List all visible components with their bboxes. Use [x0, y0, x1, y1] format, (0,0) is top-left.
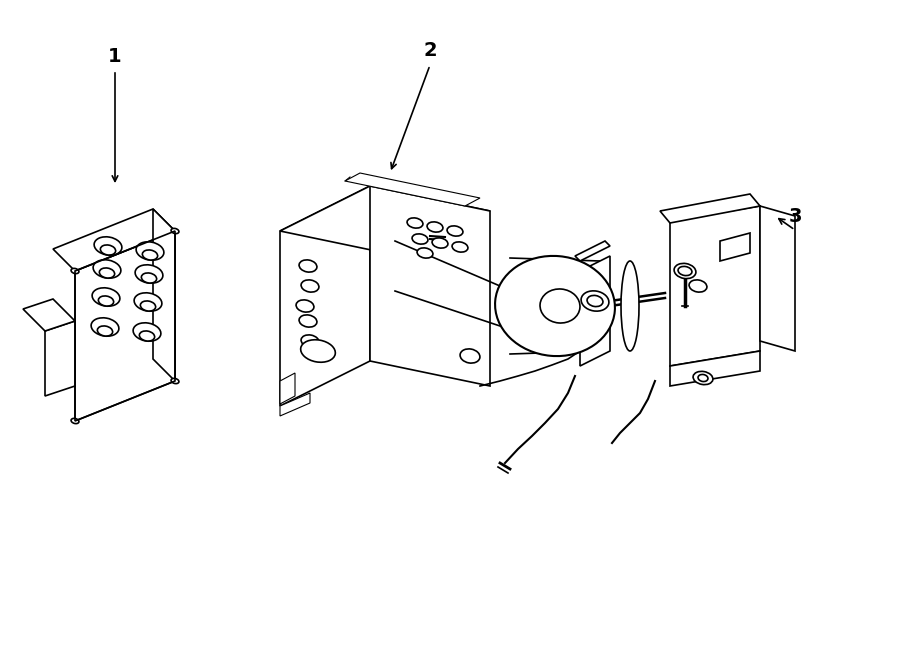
- Ellipse shape: [698, 374, 708, 381]
- Ellipse shape: [134, 293, 162, 311]
- Ellipse shape: [495, 256, 615, 356]
- Ellipse shape: [171, 228, 179, 233]
- Ellipse shape: [91, 318, 119, 336]
- Polygon shape: [670, 351, 760, 386]
- Polygon shape: [153, 209, 175, 381]
- Ellipse shape: [97, 326, 112, 336]
- Ellipse shape: [302, 280, 319, 292]
- Ellipse shape: [452, 242, 468, 252]
- Polygon shape: [280, 373, 295, 404]
- Polygon shape: [370, 186, 490, 386]
- Ellipse shape: [299, 260, 317, 272]
- Ellipse shape: [621, 261, 639, 351]
- Ellipse shape: [140, 331, 155, 341]
- Ellipse shape: [93, 260, 121, 278]
- Ellipse shape: [581, 291, 609, 311]
- Ellipse shape: [428, 222, 443, 232]
- Ellipse shape: [460, 349, 480, 363]
- Polygon shape: [670, 206, 760, 366]
- Ellipse shape: [417, 248, 433, 258]
- Ellipse shape: [693, 371, 713, 385]
- Polygon shape: [660, 194, 760, 223]
- Ellipse shape: [71, 268, 79, 274]
- Ellipse shape: [136, 242, 164, 260]
- Ellipse shape: [133, 323, 161, 341]
- Ellipse shape: [99, 268, 114, 278]
- Polygon shape: [53, 209, 175, 271]
- Polygon shape: [720, 233, 750, 261]
- Ellipse shape: [587, 295, 603, 307]
- Ellipse shape: [302, 335, 319, 347]
- Ellipse shape: [447, 226, 463, 236]
- Polygon shape: [23, 299, 75, 331]
- Polygon shape: [580, 256, 610, 366]
- Text: 1: 1: [108, 46, 122, 65]
- Ellipse shape: [141, 273, 157, 283]
- Ellipse shape: [689, 280, 706, 292]
- Polygon shape: [760, 206, 795, 351]
- Ellipse shape: [171, 378, 179, 383]
- Ellipse shape: [407, 218, 423, 228]
- Text: 3: 3: [788, 206, 802, 225]
- Ellipse shape: [301, 340, 336, 362]
- Polygon shape: [575, 241, 610, 261]
- Ellipse shape: [674, 263, 696, 279]
- Ellipse shape: [94, 237, 122, 255]
- Ellipse shape: [140, 301, 156, 311]
- Polygon shape: [280, 186, 490, 256]
- Ellipse shape: [135, 265, 163, 283]
- Ellipse shape: [412, 234, 427, 244]
- Ellipse shape: [678, 266, 692, 276]
- Ellipse shape: [92, 288, 120, 306]
- Polygon shape: [280, 186, 370, 406]
- Ellipse shape: [296, 300, 314, 312]
- Ellipse shape: [71, 418, 79, 424]
- Text: 2: 2: [423, 42, 436, 61]
- Ellipse shape: [142, 250, 157, 260]
- Ellipse shape: [540, 289, 580, 323]
- Polygon shape: [345, 173, 480, 206]
- Polygon shape: [75, 231, 175, 421]
- Ellipse shape: [98, 296, 113, 306]
- Ellipse shape: [101, 245, 115, 255]
- Ellipse shape: [299, 315, 317, 327]
- Ellipse shape: [432, 238, 448, 248]
- Polygon shape: [45, 321, 75, 396]
- Polygon shape: [280, 393, 310, 416]
